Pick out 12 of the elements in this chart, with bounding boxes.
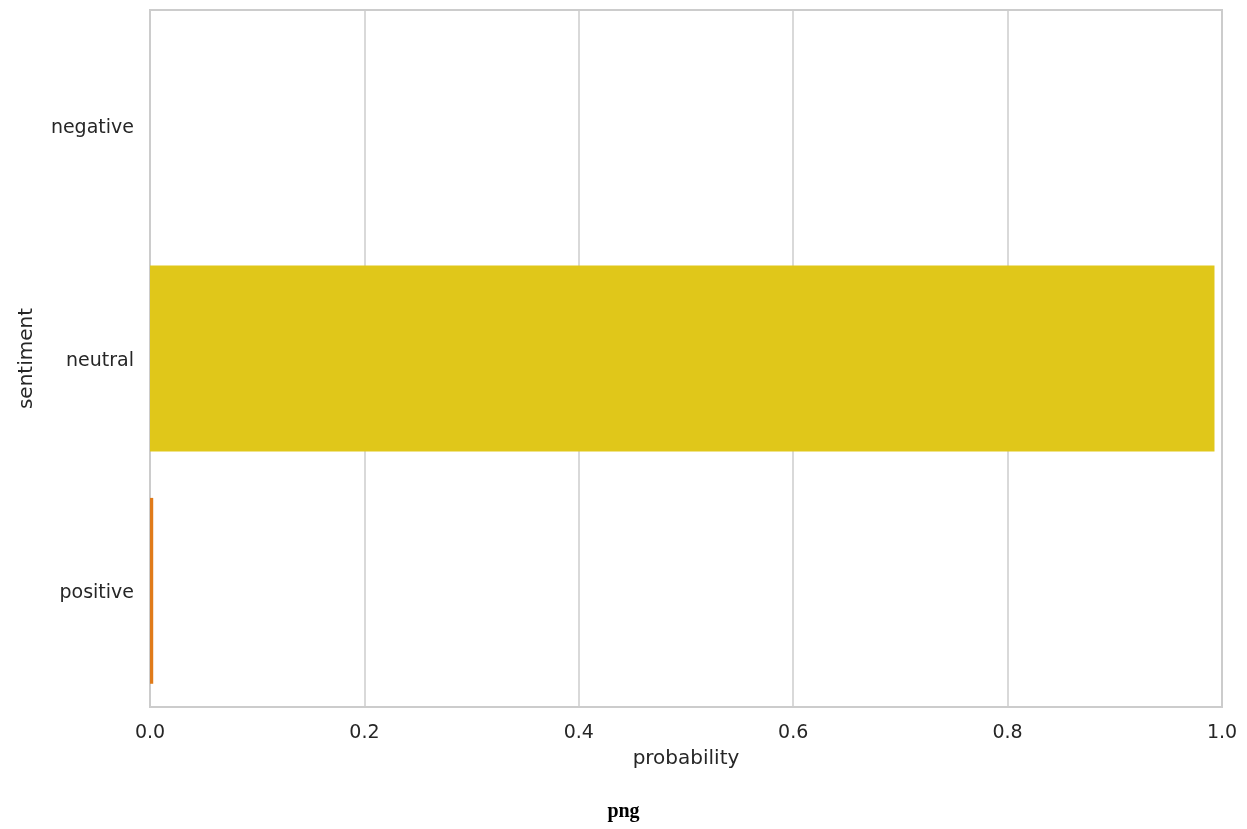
text: png — [607, 799, 640, 822]
x-axis-title: probability — [632, 745, 740, 769]
x-tick-label: 0.6 — [778, 719, 809, 742]
y-axis-title: sentiment — [13, 307, 37, 410]
x-tick-label: 1.0 — [1206, 719, 1238, 742]
x-tick-label: 0.8 — [992, 719, 1023, 742]
x-tick-label: 0.0 — [134, 719, 166, 742]
y-tick-label: negative — [50, 115, 134, 138]
x-tick-label: 0.4 — [563, 719, 594, 742]
y-tick-label: positive — [59, 579, 134, 602]
y-tick-label: neutral — [66, 347, 134, 370]
x-tick-label: 0.2 — [349, 719, 380, 742]
